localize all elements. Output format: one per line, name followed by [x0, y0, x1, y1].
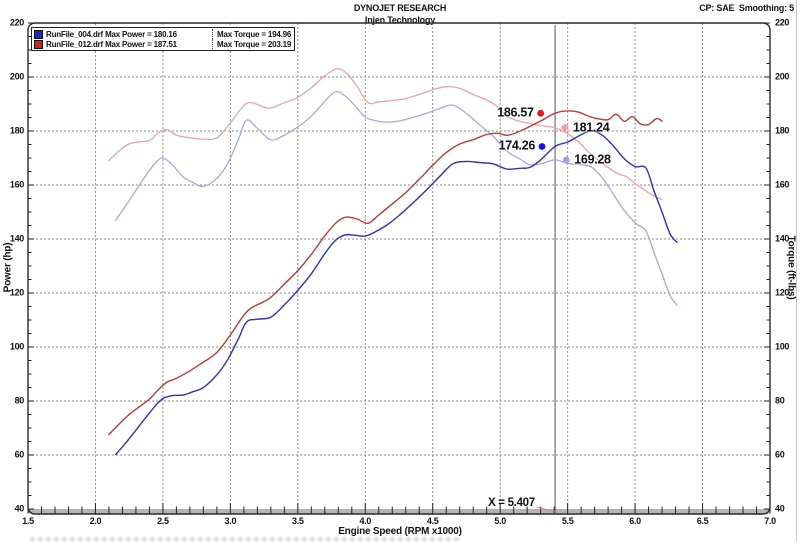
run004-max-power: Max Power = 180.16 — [105, 29, 177, 39]
x-tick-label: 1.5 — [22, 516, 34, 526]
x-tick-label: 6.0 — [629, 516, 641, 526]
legend-row-run004[interactable]: RunFile_004.drf Max Power = 180.16 Max T… — [34, 29, 291, 39]
run012-max-torque: Max Torque = 203.19 — [217, 39, 292, 49]
y-tick-label-right: 160 — [775, 179, 790, 190]
x-axis-band — [28, 509, 770, 514]
x-tick-label: 2.0 — [89, 516, 102, 526]
y-tick-label-right: 60 — [775, 449, 785, 460]
run004-max-torque: Max Torque = 194.96 — [217, 29, 292, 39]
y-tick-label-right: 100 — [775, 341, 790, 352]
cursor-label-pointer — [536, 506, 556, 513]
x-tick-label: 3.5 — [292, 516, 304, 526]
y-tick-label-right: 180 — [775, 125, 790, 136]
page-title: DYNOJET RESEARCH — [353, 3, 447, 13]
y-tick-label-right: 120 — [775, 287, 790, 298]
left-axis-title: Power (hp) — [2, 242, 14, 293]
y-tick-label-left: 120 — [9, 287, 24, 298]
curve-runfile-012-drf-power — [108, 110, 663, 436]
x-tick-label: 4.5 — [426, 516, 439, 526]
y-tick-label-left: 180 — [9, 125, 24, 136]
cursor-value-torque-run012: 181.24 — [572, 120, 610, 135]
legend-box: RunFile_004.drf Max Power = 180.16 Max T… — [31, 27, 296, 51]
y-tick-label-left: 140 — [9, 233, 24, 244]
y-tick-label-left: 160 — [9, 179, 24, 190]
legend-divider — [212, 29, 213, 39]
x-tick-label: 3.0 — [224, 516, 237, 526]
x-tick-label: 5.0 — [494, 516, 506, 526]
x-tick-label: 5.5 — [561, 516, 574, 526]
run012-file: RunFile_012.drf — [46, 39, 104, 49]
run012-color-chip — [34, 39, 43, 49]
x-tick-label: 6.5 — [696, 516, 709, 526]
y-tick-label-left: 100 — [9, 341, 24, 352]
y-tick-label-right: 140 — [775, 233, 790, 244]
run004-color-chip — [34, 29, 43, 39]
curve-runfile-004-drf-torque — [115, 90, 678, 306]
y-tick-label-left: 200 — [9, 71, 24, 82]
curve-runfile-004-drf-power — [115, 129, 678, 456]
y-tick-label-right: 220 — [775, 17, 790, 28]
y-tick-label-right: 200 — [775, 71, 790, 82]
plot-frame — [27, 22, 771, 515]
legend-divider — [212, 39, 213, 49]
y-tick-label-right: 80 — [775, 395, 785, 406]
legend-row-run012[interactable]: RunFile_012.drf Max Power = 187.51 Max T… — [34, 39, 291, 49]
cursor-x-label: X = 5.407 — [488, 497, 535, 509]
cursor-value-power-run004: 174.26 — [498, 138, 536, 153]
cursor-value-dot — [538, 143, 546, 150]
x-tick-label: 4.0 — [359, 516, 372, 526]
y-tick-label-left: 40 — [14, 503, 25, 514]
cursor-value-power-run012: 186.57 — [497, 105, 534, 120]
x-axis-title: Engine Speed (RPM x1000) — [338, 526, 462, 537]
cursor-value-torque-run004: 169.28 — [574, 152, 611, 167]
curve-runfile-012-drf-torque — [108, 68, 663, 201]
right-axis-title: Torque (ft-lbs) — [785, 235, 797, 300]
page-subtitle: Injen Technology — [364, 15, 436, 25]
y-tick-label-right: 40 — [775, 503, 785, 514]
x-tick-label: 7.0 — [764, 516, 776, 526]
y-tick-label-left: 80 — [14, 395, 25, 406]
run012-max-power: Max Power = 187.51 — [105, 39, 177, 49]
cursor-value-dot — [561, 124, 569, 132]
cursor-value-dot — [562, 156, 570, 164]
y-tick-label-left: 220 — [9, 17, 24, 28]
smoothing-info: CP: SAE Smoothing: 5 — [699, 3, 794, 13]
x-tick-label: 2.5 — [157, 516, 169, 526]
cursor-value-dot — [537, 109, 545, 117]
y-tick-label-left: 60 — [14, 449, 25, 460]
window-edge-line — [796, 0, 797, 542]
cropped-caption-artifact — [30, 537, 460, 541]
run004-file: RunFile_004.drf — [46, 29, 104, 39]
